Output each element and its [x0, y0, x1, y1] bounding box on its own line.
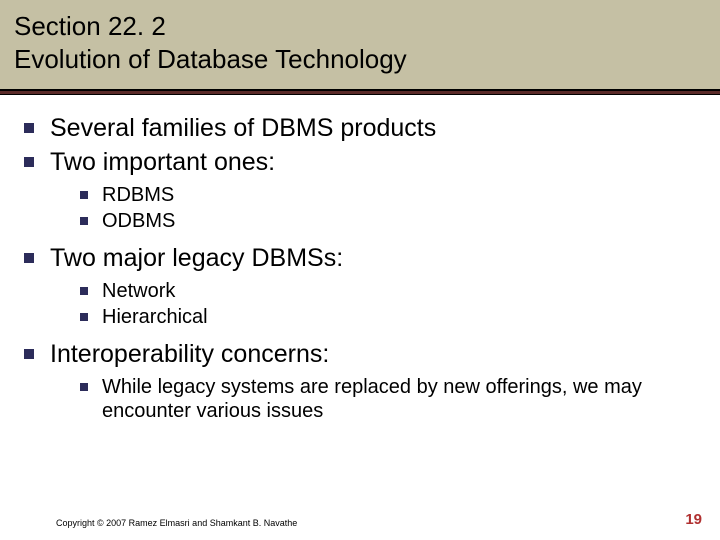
square-bullet-icon — [80, 217, 88, 225]
bullet-text: Several families of DBMS products — [50, 113, 436, 143]
bullet-text: Two important ones: — [50, 147, 275, 177]
bullet-text: Interoperability concerns: — [50, 339, 329, 369]
bullet-level2-group: Network Hierarchical — [80, 279, 696, 329]
bullet-text: Network — [102, 279, 175, 303]
bullet-text: ODBMS — [102, 209, 175, 233]
page-number: 19 — [685, 511, 702, 528]
bullet-text: Hierarchical — [102, 305, 208, 329]
slide-footer: Copyright © 2007 Ramez Elmasri and Shamk… — [0, 508, 720, 528]
bullet-level1: Several families of DBMS products — [24, 113, 696, 143]
bullet-level2-group: RDBMS ODBMS — [80, 183, 696, 233]
square-bullet-icon — [80, 287, 88, 295]
bullet-level2: While legacy systems are replaced by new… — [80, 375, 696, 423]
bullet-text: Two major legacy DBMSs: — [50, 243, 343, 273]
slide-header: Section 22. 2 Evolution of Database Tech… — [0, 0, 720, 91]
header-line-2: Evolution of Database Technology — [14, 43, 706, 76]
bullet-level2: ODBMS — [80, 209, 696, 233]
square-bullet-icon — [80, 191, 88, 199]
slide-body: Several families of DBMS products Two im… — [0, 95, 720, 423]
bullet-level1: Interoperability concerns: — [24, 339, 696, 369]
square-bullet-icon — [80, 313, 88, 321]
bullet-level2: Network — [80, 279, 696, 303]
header-line-1: Section 22. 2 — [14, 10, 706, 43]
square-bullet-icon — [24, 253, 34, 263]
bullet-level1: Two major legacy DBMSs: — [24, 243, 696, 273]
bullet-level2: Hierarchical — [80, 305, 696, 329]
square-bullet-icon — [80, 383, 88, 391]
square-bullet-icon — [24, 123, 34, 133]
bullet-level1: Two important ones: — [24, 147, 696, 177]
bullet-level2: RDBMS — [80, 183, 696, 207]
square-bullet-icon — [24, 349, 34, 359]
copyright-text: Copyright © 2007 Ramez Elmasri and Shamk… — [56, 518, 297, 528]
bullet-text: RDBMS — [102, 183, 174, 207]
bullet-text: While legacy systems are replaced by new… — [102, 375, 696, 423]
bullet-level2-group: While legacy systems are replaced by new… — [80, 375, 696, 423]
square-bullet-icon — [24, 157, 34, 167]
